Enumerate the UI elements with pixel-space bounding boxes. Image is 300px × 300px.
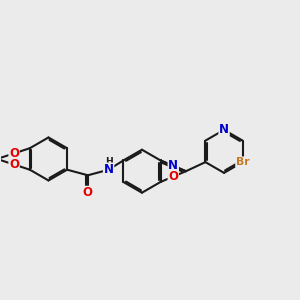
Text: O: O [9,158,19,171]
Text: O: O [83,186,93,200]
Text: O: O [168,170,178,183]
Text: Br: Br [236,157,250,167]
Text: O: O [9,147,19,160]
Text: N: N [168,159,178,172]
Text: N: N [103,163,114,176]
Text: N: N [219,123,229,136]
Text: H: H [105,157,112,166]
